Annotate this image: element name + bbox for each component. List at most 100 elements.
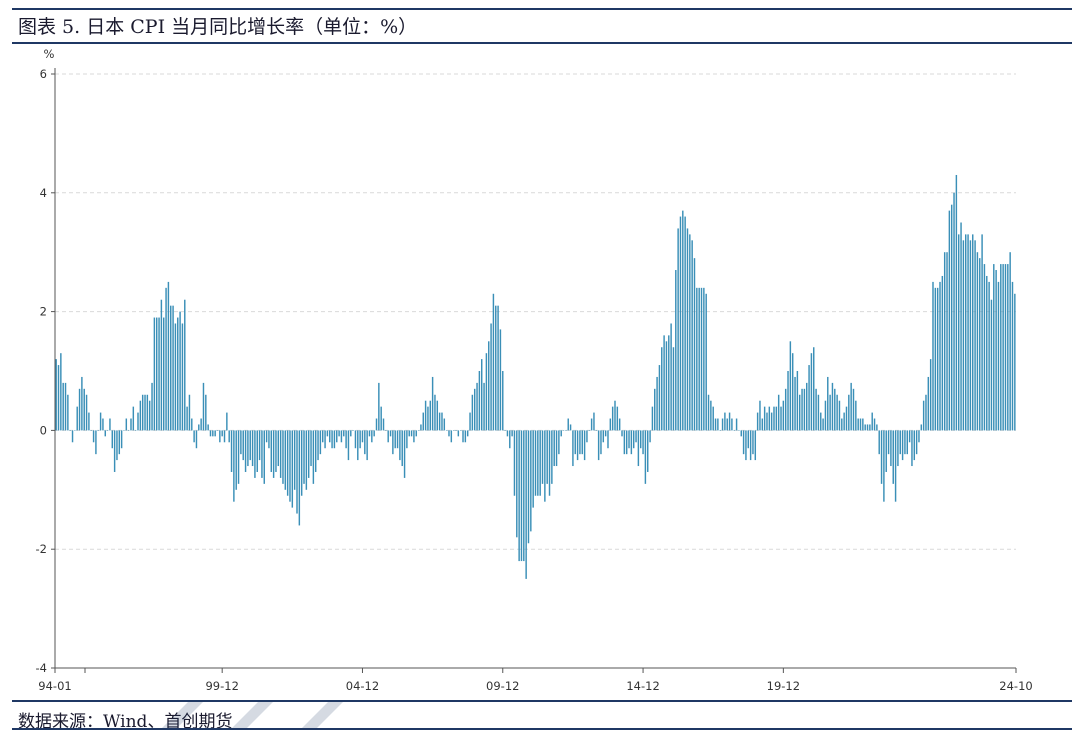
bar bbox=[579, 430, 581, 455]
bar bbox=[481, 359, 483, 431]
bar bbox=[822, 418, 824, 431]
bar bbox=[455, 430, 457, 431]
bar bbox=[184, 299, 186, 431]
bar bbox=[518, 430, 520, 562]
bar bbox=[314, 430, 317, 472]
bar bbox=[829, 394, 831, 431]
bar bbox=[485, 353, 488, 431]
bar bbox=[1007, 264, 1009, 431]
bar bbox=[55, 359, 57, 431]
bar bbox=[233, 430, 235, 502]
bar bbox=[707, 394, 710, 431]
bar bbox=[1009, 252, 1011, 431]
bar bbox=[471, 394, 474, 431]
bar bbox=[703, 287, 705, 431]
bar bbox=[324, 430, 326, 449]
bar bbox=[151, 382, 153, 431]
y-tick-label: 2 bbox=[40, 305, 47, 319]
bar bbox=[109, 418, 111, 431]
bar bbox=[200, 418, 202, 431]
bar bbox=[663, 335, 665, 431]
bar bbox=[855, 400, 857, 431]
bar bbox=[721, 418, 724, 431]
bar bbox=[242, 430, 244, 461]
bar bbox=[401, 430, 403, 467]
bar bbox=[644, 430, 647, 484]
bar bbox=[784, 388, 787, 431]
bar bbox=[88, 412, 90, 431]
bar bbox=[399, 430, 401, 461]
bar bbox=[389, 430, 392, 437]
y-tick-label: 4 bbox=[40, 186, 47, 200]
bar bbox=[850, 382, 852, 431]
bar bbox=[413, 430, 415, 443]
bar bbox=[123, 430, 125, 431]
bar bbox=[899, 430, 901, 455]
bar bbox=[345, 430, 347, 449]
bar bbox=[656, 376, 658, 431]
bar bbox=[934, 287, 937, 431]
bar bbox=[212, 430, 214, 437]
bar bbox=[373, 430, 375, 437]
bar bbox=[600, 430, 602, 455]
bar bbox=[567, 418, 569, 431]
bar bbox=[116, 430, 118, 461]
bar bbox=[130, 418, 132, 431]
bar bbox=[901, 430, 904, 461]
bar bbox=[960, 222, 962, 431]
bar bbox=[188, 394, 191, 431]
bar bbox=[445, 430, 448, 431]
bar bbox=[207, 424, 209, 431]
bar bbox=[139, 400, 142, 431]
bar bbox=[275, 430, 277, 472]
bar bbox=[106, 430, 109, 431]
bar bbox=[572, 430, 574, 467]
bar bbox=[820, 412, 822, 431]
bar bbox=[214, 430, 216, 437]
bar bbox=[256, 430, 258, 472]
bar bbox=[170, 305, 172, 431]
bar bbox=[415, 430, 417, 437]
bar bbox=[824, 400, 827, 431]
bar bbox=[993, 264, 995, 431]
bar bbox=[728, 412, 731, 431]
bar bbox=[616, 406, 619, 431]
bar bbox=[272, 430, 275, 478]
bar bbox=[588, 430, 590, 431]
bar bbox=[988, 281, 990, 431]
bar bbox=[71, 430, 74, 443]
bar bbox=[1002, 264, 1004, 431]
bar bbox=[670, 323, 672, 431]
bar bbox=[371, 430, 373, 443]
bar bbox=[965, 234, 967, 431]
bar bbox=[172, 305, 174, 431]
bar bbox=[387, 430, 389, 443]
bar bbox=[258, 430, 261, 461]
bar bbox=[336, 430, 338, 443]
bar bbox=[544, 430, 546, 502]
bar bbox=[665, 341, 668, 431]
bar bbox=[696, 287, 698, 431]
bar bbox=[749, 430, 752, 461]
bar bbox=[586, 430, 588, 443]
bar bbox=[756, 412, 759, 431]
source-rule bbox=[12, 700, 1072, 702]
bar bbox=[380, 406, 382, 431]
bar bbox=[83, 388, 85, 431]
y-tick-label: 0 bbox=[40, 423, 47, 437]
bar bbox=[317, 430, 319, 461]
bar bbox=[420, 424, 422, 431]
bar bbox=[289, 430, 291, 502]
bar bbox=[742, 430, 745, 455]
bar bbox=[686, 228, 689, 431]
bar bbox=[972, 234, 974, 431]
bar bbox=[312, 430, 315, 484]
bar bbox=[782, 400, 785, 431]
watermark-logo bbox=[160, 700, 345, 730]
bar bbox=[523, 430, 525, 562]
bar bbox=[174, 323, 177, 431]
bar bbox=[268, 430, 270, 449]
bar bbox=[569, 424, 572, 431]
bar bbox=[158, 317, 160, 431]
bar bbox=[97, 430, 99, 431]
